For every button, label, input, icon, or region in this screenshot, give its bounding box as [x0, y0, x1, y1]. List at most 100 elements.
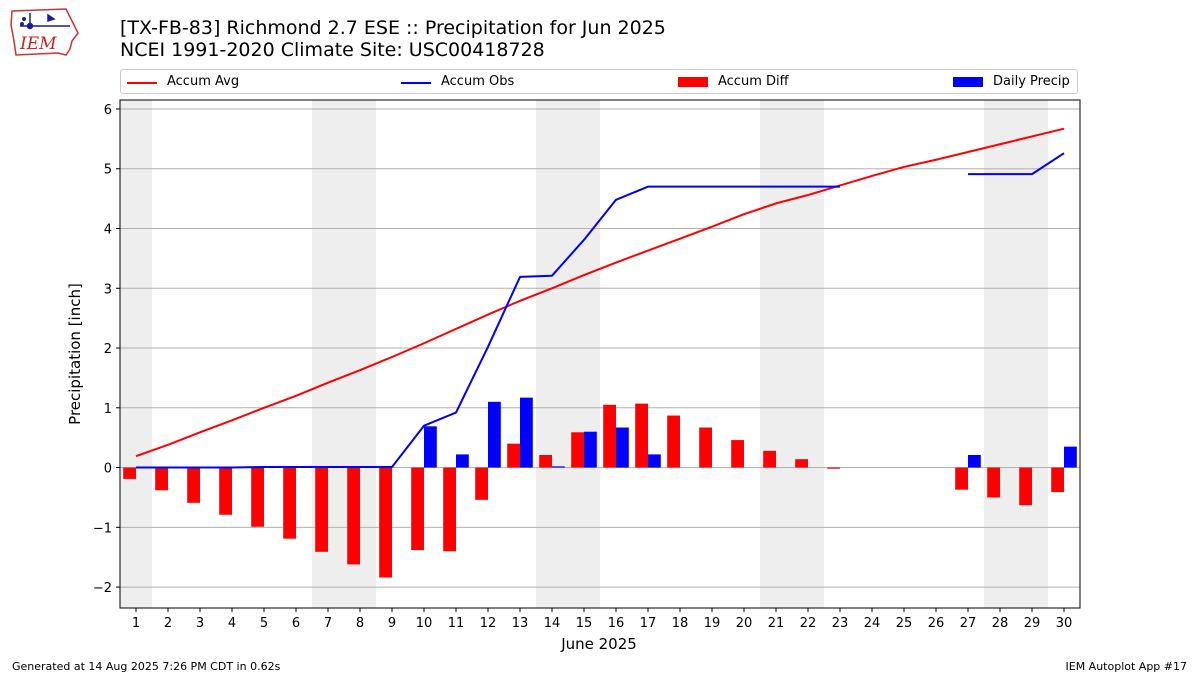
accum-obs-line	[136, 185, 840, 469]
iem-logo: IEM	[10, 8, 79, 56]
x-tick-label: 13	[512, 616, 529, 631]
accum-diff-bar	[283, 467, 296, 539]
accum-diff-bar	[347, 467, 360, 565]
x-tick-label: 4	[228, 616, 236, 631]
x-tick-label: 11	[448, 616, 465, 631]
accum-diff-bar	[507, 443, 520, 468]
accum-diff-bar	[251, 467, 264, 527]
weekend-band	[120, 100, 152, 608]
x-tick-label: 12	[480, 616, 497, 631]
y-tick-label: 4	[104, 222, 112, 237]
daily-precip-bar	[424, 426, 437, 468]
x-tick-label: 7	[324, 616, 332, 631]
x-tick-label: 27	[960, 616, 977, 631]
x-tick-label: 24	[864, 616, 881, 631]
y-axis: −2 −1 0 1 2 3 4 5 6	[93, 103, 120, 596]
accum-diff-bar	[219, 467, 232, 515]
accum-diff-bar	[955, 467, 968, 490]
legend: Accum Avg Accum Obs Accum Diff Daily Pre…	[120, 69, 1078, 94]
accum-diff-bar	[123, 467, 136, 479]
x-tick-label: 10	[416, 616, 433, 631]
accum-diff-bar	[635, 403, 648, 468]
weather-station-icon	[20, 13, 70, 30]
legend-label: Accum Obs	[441, 74, 515, 89]
accum-diff-bar	[411, 467, 424, 551]
y-tick-label: −2	[93, 581, 112, 596]
accum-diff-bar	[667, 415, 680, 468]
accum-diff-bar	[379, 467, 392, 578]
chart-title: [TX-FB-83] Richmond 2.7 ESE :: Precipita…	[120, 17, 666, 39]
chart-subtitle: NCEI 1991-2020 Climate Site: USC00418728	[120, 39, 545, 61]
legend-swatch-daily-precip	[953, 77, 983, 87]
y-tick-label: 3	[104, 282, 112, 297]
daily-precip-bar	[616, 427, 629, 468]
x-tick-label: 1	[132, 616, 140, 631]
x-tick-label: 29	[1024, 616, 1041, 631]
x-axis-label: June 2025	[560, 635, 637, 653]
accum-diff-bar	[795, 459, 808, 468]
y-tick-label: 0	[104, 462, 112, 477]
daily-precip-bar	[488, 401, 501, 468]
lines	[135, 127, 1065, 469]
accum-obs-line	[968, 152, 1065, 176]
weekend-band	[760, 100, 824, 608]
accum-diff-bar	[155, 467, 168, 491]
plot-frame	[119, 99, 1081, 609]
daily-precip-bar	[584, 431, 597, 468]
x-tick-label: 28	[992, 616, 1009, 631]
x-tick-label: 14	[544, 616, 561, 631]
accum-diff-bar	[1051, 467, 1064, 493]
y-tick-label: 6	[104, 103, 112, 118]
daily-precip-bar	[456, 454, 469, 468]
accum-diff-bar	[827, 467, 840, 469]
y-tick-label: 5	[104, 163, 112, 178]
legend-label: Accum Avg	[167, 74, 240, 89]
weekend-shading	[120, 100, 1048, 608]
x-tick-label: 18	[672, 616, 689, 631]
daily-precip-bar	[968, 455, 981, 468]
x-tick-label: 17	[640, 616, 657, 631]
y-tick-label: 1	[104, 402, 112, 417]
footer-app: IEM Autoplot App #17	[1065, 660, 1188, 673]
logo-text: IEM	[19, 34, 57, 54]
accum-diff-bar	[571, 432, 584, 468]
accum-diff-bar	[731, 440, 744, 468]
y-axis-label: Precipitation [inch]	[66, 283, 84, 425]
bars	[123, 397, 1077, 578]
accum-diff-bar	[699, 427, 712, 468]
x-tick-label: 22	[800, 616, 817, 631]
x-tick-label: 20	[736, 616, 753, 631]
legend-label: Accum Diff	[718, 74, 789, 89]
legend-swatch-accum-obs	[401, 82, 431, 84]
accum-diff-bar	[187, 467, 200, 503]
x-tick-label: 9	[388, 616, 396, 631]
daily-precip-bar	[648, 454, 661, 468]
daily-precip-bar	[520, 397, 533, 468]
accum-diff-bar	[987, 467, 1000, 498]
legend-label: Daily Precip	[993, 74, 1070, 89]
accum-diff-bar	[539, 455, 552, 468]
x-tick-label: 15	[576, 616, 593, 631]
legend-swatch-accum-avg	[127, 82, 157, 84]
x-tick-label: 16	[608, 616, 625, 631]
x-tick-label: 19	[704, 616, 721, 631]
weekend-band	[984, 100, 1048, 608]
accum-diff-bar	[475, 467, 488, 500]
x-tick-label: 2	[164, 616, 172, 631]
accum-diff-bar	[603, 404, 616, 468]
daily-precip-bar	[552, 466, 565, 468]
y-tick-label: 2	[104, 342, 112, 357]
weekend-band	[536, 100, 600, 608]
accum-diff-bar	[763, 450, 776, 468]
accum-diff-bar	[1019, 467, 1032, 506]
x-tick-label: 25	[896, 616, 913, 631]
x-tick-label: 26	[928, 616, 945, 631]
x-tick-label: 5	[260, 616, 268, 631]
legend-swatch-accum-diff	[678, 77, 708, 87]
iowa-outline-icon	[10, 8, 79, 56]
x-tick-label: 23	[832, 616, 849, 631]
daily-precip-bar	[1064, 446, 1077, 468]
footer-generated: Generated at 14 Aug 2025 7:26 PM CDT in …	[12, 660, 281, 673]
accum-diff-bar	[315, 467, 328, 552]
